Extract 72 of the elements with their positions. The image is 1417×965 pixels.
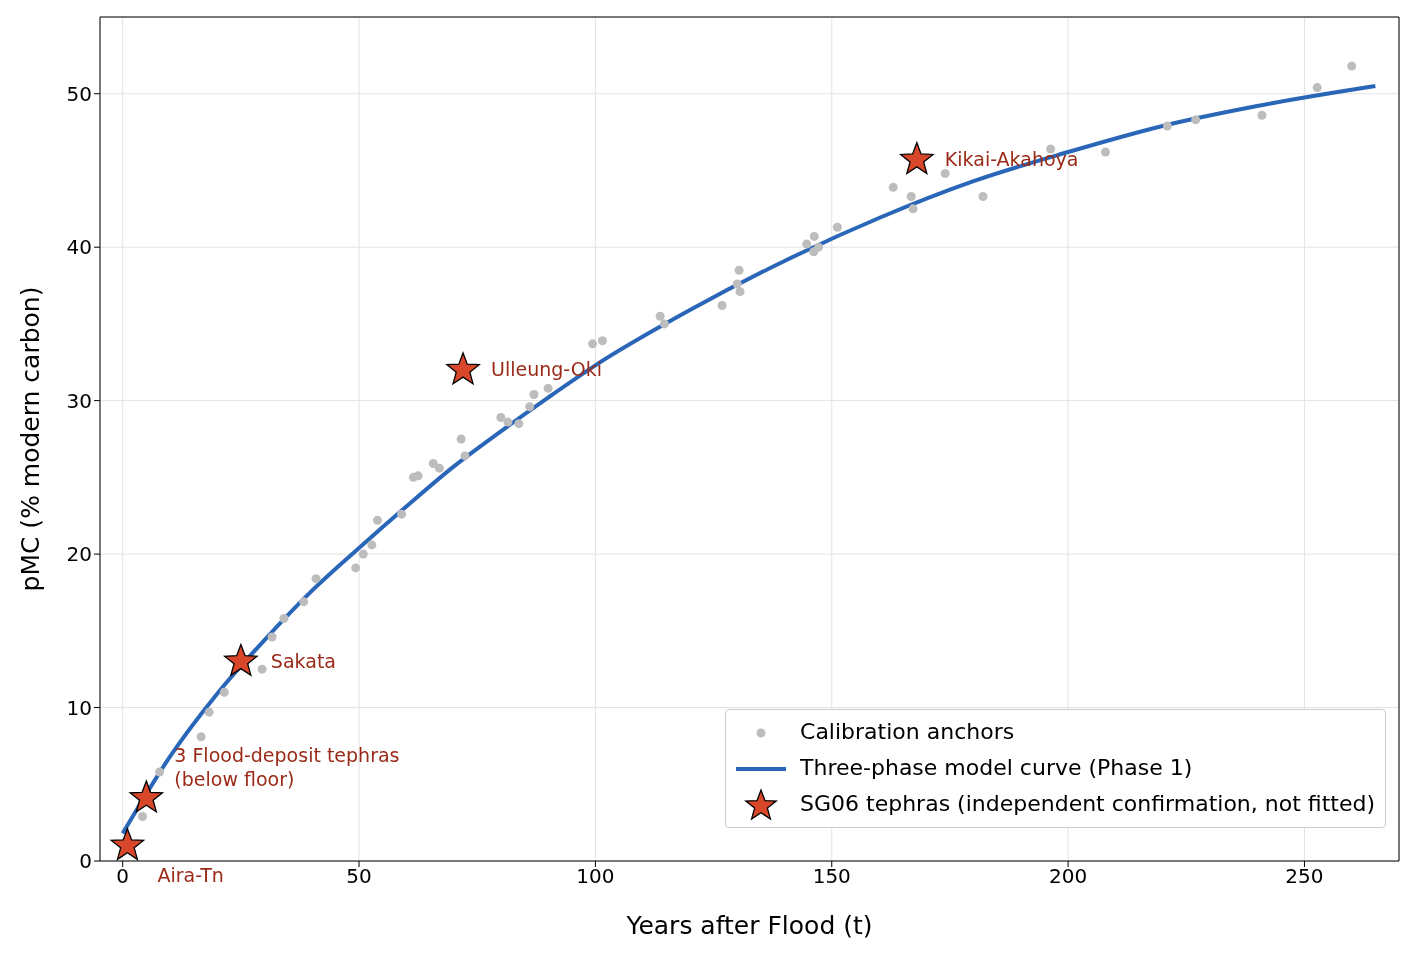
point (224, 643, 258, 676)
point (138, 812, 148, 821)
x-tick-label: 250 (1285, 864, 1324, 889)
point (367, 540, 377, 550)
x-tick-label: 50 (346, 864, 372, 889)
point (832, 222, 842, 232)
point (219, 687, 229, 697)
point (1162, 121, 1172, 131)
point (900, 142, 934, 175)
point (351, 563, 361, 573)
point (908, 204, 918, 214)
point (525, 402, 535, 412)
y-tick-label: 10 (66, 695, 92, 720)
point (503, 417, 513, 427)
point (735, 287, 745, 297)
point (809, 231, 819, 241)
point (434, 463, 444, 473)
point (155, 767, 165, 777)
point (734, 265, 744, 275)
point (257, 664, 267, 674)
legend-label: SG06 tephras (independent confirmation, not fitted) (800, 791, 1375, 816)
point (1257, 110, 1267, 120)
point (428, 459, 438, 469)
point (460, 451, 470, 461)
point (311, 574, 321, 584)
annotation: Aira-Tn (157, 863, 224, 886)
point (802, 239, 812, 249)
point (597, 336, 607, 346)
point (456, 434, 466, 444)
point (110, 828, 145, 861)
point (1347, 61, 1357, 71)
annotation: Sakata (270, 649, 336, 672)
point (588, 339, 598, 349)
point (978, 192, 988, 202)
point (514, 419, 524, 429)
point (659, 319, 669, 329)
x-axis-title: Years after Flood (t) (625, 911, 873, 940)
point (397, 509, 407, 519)
point (906, 192, 916, 202)
point (196, 732, 206, 742)
annotation: 3 Flood-deposit tephras (below floor) (174, 743, 400, 790)
point (543, 383, 553, 393)
x-tick-label: 0 (116, 864, 130, 889)
y-tick-label: 50 (66, 81, 92, 106)
point (267, 632, 277, 642)
x-tick-label: 150 (812, 864, 851, 889)
legend-label: Three-phase model curve (Phase 1) (800, 755, 1193, 780)
point (204, 707, 214, 717)
y-tick-label: 30 (66, 388, 92, 413)
point (1312, 83, 1322, 93)
point (372, 515, 382, 525)
point (496, 413, 506, 423)
point (279, 614, 289, 624)
y-tick-label: 20 (66, 542, 92, 567)
x-tick-label: 200 (1049, 864, 1088, 889)
point (655, 311, 665, 321)
x-tick-label: 100 (576, 864, 615, 889)
point (299, 597, 309, 607)
point (446, 352, 480, 385)
legend-label: Calibration anchors (800, 719, 1015, 744)
point (814, 242, 824, 252)
point (888, 182, 898, 192)
point (358, 549, 368, 559)
point (717, 301, 727, 310)
point (529, 390, 539, 399)
point (1191, 115, 1201, 125)
point (129, 780, 164, 813)
y-axis-title: pMC (% modern carbon) (15, 286, 45, 592)
point (1100, 147, 1110, 157)
y-tick-label: 40 (66, 235, 92, 260)
point (732, 279, 742, 289)
point (940, 169, 950, 179)
